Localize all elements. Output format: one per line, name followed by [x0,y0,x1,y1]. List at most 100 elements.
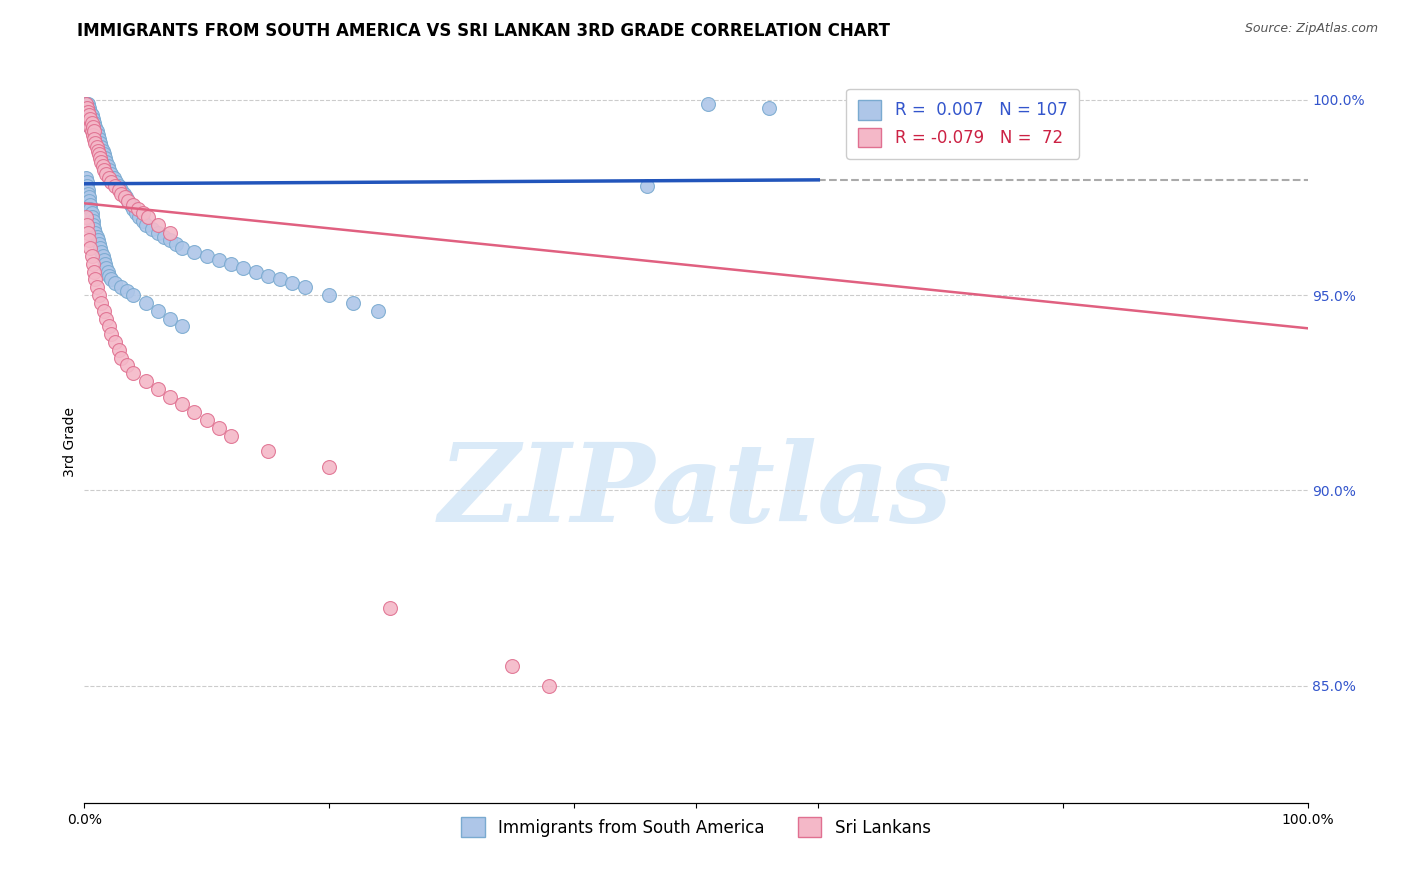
Point [93,147,115,161]
Point [219,428,242,442]
Point [159,234,181,248]
Point [110,351,132,365]
Point [159,226,181,240]
Point [82,218,104,232]
Point [87,132,110,146]
Point [89,152,111,166]
Point [110,186,132,201]
Point [97,268,120,283]
Point [76,108,98,122]
Point [110,183,132,197]
Point [82,120,104,135]
Point [93,163,115,178]
Point [77,183,100,197]
Point [128,210,150,224]
Point [195,249,218,263]
Point [76,108,98,122]
Point [91,249,114,263]
Point [84,272,107,286]
Point [165,237,187,252]
Point [79,120,101,135]
Point [110,280,132,294]
Point [125,206,148,220]
Point [79,104,101,119]
Point [76,101,98,115]
Point [75,96,97,111]
Point [86,132,108,146]
Point [697,96,720,111]
Point [77,116,100,130]
Point [183,245,205,260]
Point [80,210,103,224]
Point [93,303,115,318]
Point [159,311,181,326]
Point [77,108,100,122]
Text: IMMIGRANTS FROM SOUTH AMERICA VS SRI LANKAN 3RD GRADE CORRELATION CHART: IMMIGRANTS FROM SOUTH AMERICA VS SRI LAN… [77,22,890,40]
Legend: Immigrants from South America, Sri Lankans: Immigrants from South America, Sri Lanka… [453,809,939,845]
Point [84,120,107,135]
Point [107,178,129,193]
Point [208,421,231,435]
Point [80,116,103,130]
Point [367,303,389,318]
Point [83,132,105,146]
Point [100,167,122,181]
Point [269,272,291,286]
Point [97,319,120,334]
Point [342,296,364,310]
Point [90,296,112,310]
Point [77,96,100,111]
Point [758,101,780,115]
Point [90,155,112,169]
Point [120,198,142,212]
Point [77,190,100,204]
Point [75,170,97,185]
Point [146,382,169,396]
Point [257,268,280,283]
Point [76,112,98,127]
Point [96,155,118,169]
Point [100,272,122,286]
Point [87,288,110,302]
Point [82,257,104,271]
Point [77,226,100,240]
Point [380,600,402,615]
Point [77,104,100,119]
Point [82,112,104,127]
Point [117,194,139,209]
Point [136,210,159,224]
Point [245,265,267,279]
Point [83,116,105,130]
Point [97,170,120,185]
Point [76,178,98,193]
Point [80,116,103,130]
Point [172,319,194,334]
Point [146,226,169,240]
Point [84,128,107,142]
Point [77,116,100,130]
Point [75,210,97,224]
Point [87,128,110,142]
Point [104,277,127,291]
Point [115,190,138,204]
Point [232,260,254,275]
Point [107,183,129,197]
Point [79,241,101,255]
Point [122,288,145,302]
Point [135,374,157,388]
Point [135,296,157,310]
Point [103,170,125,185]
Point [77,186,100,201]
Point [219,257,242,271]
Point [79,198,101,212]
Point [90,139,112,153]
Point [83,265,105,279]
Point [208,252,231,267]
Point [86,124,108,138]
Point [91,159,114,173]
Point [117,194,139,209]
Point [122,198,145,212]
Point [86,139,108,153]
Point [79,120,101,135]
Point [89,241,111,255]
